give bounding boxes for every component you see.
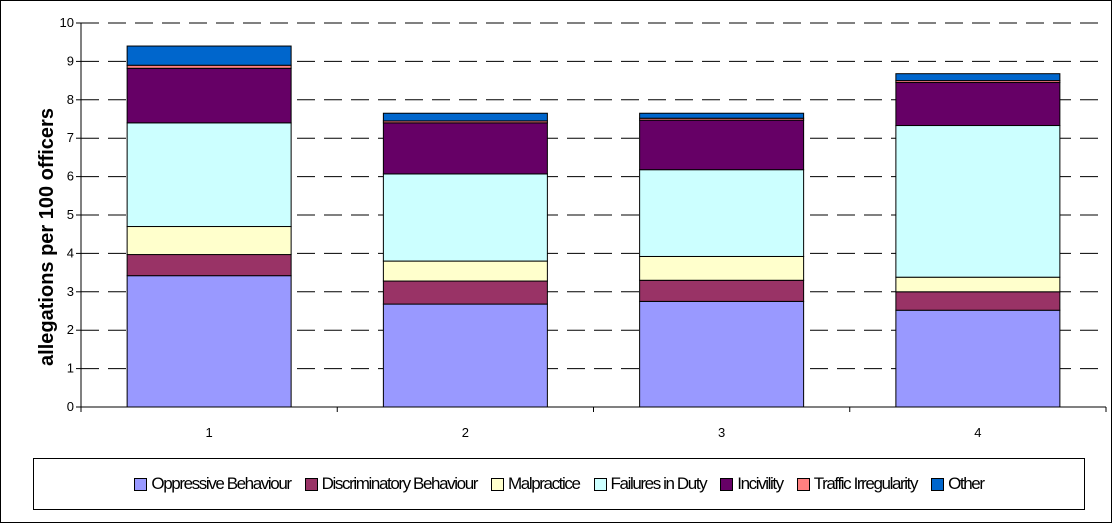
legend-label: Other [948, 474, 985, 493]
y-tick-label: 5 [67, 207, 74, 222]
legend-label: Oppressive Behaviour [151, 474, 292, 493]
bar-segment-incivility-4 [895, 82, 1061, 127]
x-tick-label: 2 [462, 425, 469, 440]
legend-item: Malpractice [491, 474, 581, 494]
bar-segment-oppressive-behaviour-2 [382, 303, 548, 408]
bar-segment-discriminatory-behaviour-2 [382, 280, 548, 305]
bar-segment-incivility-3 [639, 119, 805, 171]
bar-segment-oppressive-behaviour-1 [126, 275, 292, 408]
legend-label: Failures in Duty [610, 474, 708, 493]
legend-swatch [304, 477, 318, 491]
legend-item: Discriminatory Behaviour [304, 474, 479, 494]
legend-label: Traffic Irregularity [813, 474, 919, 493]
bar-segment-oppressive-behaviour-3 [639, 300, 805, 408]
bar-segment-incivility-1 [126, 67, 292, 124]
bars [126, 45, 1061, 408]
y-tick-label: 6 [67, 169, 74, 184]
legend-swatch [491, 477, 505, 491]
y-tick-label: 4 [67, 245, 74, 260]
legend-swatch [134, 477, 148, 491]
bar-segment-other-2 [382, 112, 548, 122]
bar-segment-malpractice-1 [126, 226, 292, 256]
y-tick-label: 9 [67, 53, 74, 68]
y-tick-label: 3 [67, 284, 74, 299]
bar-segment-other-3 [639, 112, 805, 119]
legend-swatch [931, 477, 945, 491]
legend-item: Oppressive Behaviour [134, 474, 292, 494]
bar-segment-discriminatory-behaviour-4 [895, 291, 1061, 311]
bar-segment-malpractice-4 [895, 276, 1061, 293]
x-tick-label: 3 [718, 425, 725, 440]
legend-item: Failures in Duty [593, 474, 708, 494]
y-axis-label: allegations per 100 officers [36, 108, 58, 366]
y-tick-label: 10 [60, 15, 74, 30]
bar-segment-other-4 [895, 73, 1061, 82]
bar-segment-failures-in-duty-1 [126, 122, 292, 228]
bar-segment-discriminatory-behaviour-3 [639, 279, 805, 302]
y-tick-label: 7 [67, 130, 74, 145]
legend-swatch [593, 477, 607, 491]
legend-swatch [720, 477, 734, 491]
bar-segment-failures-in-duty-2 [382, 173, 548, 262]
legend-label: Discriminatory Behaviour [321, 474, 479, 493]
y-tick-label: 0 [67, 399, 74, 414]
bar-segment-incivility-2 [382, 122, 548, 175]
legend-item: Incivility [720, 474, 784, 494]
bar-segment-discriminatory-behaviour-1 [126, 254, 292, 277]
bar-segment-failures-in-duty-3 [639, 169, 805, 257]
legend-swatch [796, 477, 810, 491]
y-tick-label: 8 [67, 92, 74, 107]
legend-label: Incivility [737, 474, 784, 493]
y-tick-label: 2 [67, 322, 74, 337]
bar-segment-failures-in-duty-4 [895, 125, 1061, 278]
legend: Oppressive Behaviour Discriminatory Behav… [33, 458, 1085, 510]
bar-segment-malpractice-3 [639, 255, 805, 281]
legend-item: Traffic Irregularity [796, 474, 919, 494]
x-tick-label: 4 [974, 425, 981, 440]
legend-label: Malpractice [508, 474, 581, 493]
y-tick-label: 1 [67, 361, 74, 376]
legend-item: Other [931, 474, 985, 494]
bar-segment-other-1 [126, 45, 292, 66]
axes: 0 1 2 3 4 5 6 7 8 9 10 1 2 3 4 [60, 15, 1107, 440]
bar-segment-oppressive-behaviour-4 [895, 309, 1061, 408]
x-tick-label: 1 [206, 425, 213, 440]
bar-segment-malpractice-2 [382, 260, 548, 282]
